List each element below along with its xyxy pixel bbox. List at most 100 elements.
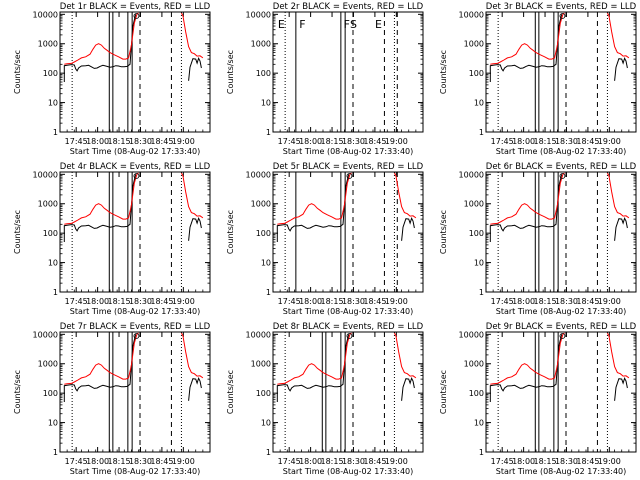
series-line-lld: [277, 332, 352, 385]
panel-title: Det 9r BLACK = Events, RED = LLD: [486, 322, 637, 332]
x-tick-label: 18:00: [299, 457, 322, 466]
series-line-lld: [64, 12, 139, 65]
panel-title: Det 7r BLACK = Events, RED = LLD: [60, 322, 211, 332]
x-tick-label: 19:00: [385, 457, 408, 466]
plot-frame: [272, 11, 424, 133]
x-tick-label: 18:00: [86, 297, 109, 306]
panel-title: Det 8r BLACK = Events, RED = LLD: [273, 322, 424, 332]
saturation-marker: [133, 13, 140, 19]
x-tick-label: 18:30: [555, 457, 578, 466]
y-tick-label: 10000: [246, 170, 271, 179]
y-tick-label: 100: [469, 69, 484, 78]
x-tick-label: 17:45: [491, 297, 514, 306]
y-tick-label: 1000: [38, 40, 58, 49]
x-tick-label: 18:45: [576, 297, 599, 306]
y-tick-label: 10000: [33, 10, 58, 19]
x-tick-label: 18:15: [321, 297, 344, 306]
plot-frame: [485, 11, 637, 133]
y-tick-label: 1: [53, 448, 58, 457]
y-axis-label: Counts/sec: [439, 370, 448, 414]
series-line-events: [401, 216, 415, 241]
y-tick-label: 10: [261, 99, 271, 108]
detector-panel-4: Det 4r BLACK = Events, RED = LLD 1 10 100 10…: [13, 162, 211, 316]
x-tick-label: 18:30: [555, 297, 578, 306]
x-tick-label: 18:45: [363, 297, 386, 306]
panel-title: Det 5r BLACK = Events, RED = LLD: [273, 162, 424, 172]
y-tick-label: 10: [48, 99, 58, 108]
y-tick-label: 1: [479, 288, 484, 297]
series-line-lld: [180, 12, 204, 59]
y-tick-label: 1: [266, 448, 271, 457]
flare-label: E: [278, 18, 285, 31]
y-tick-label: 100: [43, 389, 58, 398]
x-tick-label: 19:00: [598, 297, 621, 306]
x-tick-label: 18:45: [576, 137, 599, 146]
plot-frame: [272, 331, 424, 453]
series-line-events: [489, 334, 563, 402]
detector-panel-5: Det 5r BLACK = Events, RED = LLD 1 10 100 10…: [226, 162, 424, 316]
y-tick-label: 1: [479, 448, 484, 457]
y-tick-label: 10: [474, 259, 484, 268]
y-axis-label: Counts/sec: [226, 50, 235, 94]
y-tick-label: 1: [53, 288, 58, 297]
series-line-lld: [393, 332, 417, 379]
series-line-lld: [490, 172, 565, 225]
y-tick-label: 10000: [246, 330, 271, 339]
y-tick-label: 10000: [459, 170, 484, 179]
x-tick-label: 18:45: [363, 457, 386, 466]
y-tick-label: 1000: [464, 200, 484, 209]
x-tick-label: 17:45: [278, 137, 301, 146]
x-tick-label: 17:45: [491, 457, 514, 466]
plot-frame: [485, 331, 637, 453]
x-axis-label: Start Time (08-Aug-02 17:33:40): [70, 147, 201, 156]
x-axis-label: Start Time (08-Aug-02 17:33:40): [283, 307, 414, 316]
series-line-events: [276, 174, 350, 242]
y-axis-label: Counts/sec: [439, 210, 448, 254]
x-tick-label: 18:15: [321, 137, 344, 146]
series-line-events: [188, 56, 202, 81]
y-tick-label: 10000: [459, 330, 484, 339]
flare-label: F: [299, 18, 305, 31]
x-tick-label: 18:45: [576, 457, 599, 466]
x-tick-label: 19:00: [385, 137, 408, 146]
y-tick-label: 10: [48, 259, 58, 268]
x-axis-label: Start Time (08-Aug-02 17:33:40): [70, 307, 201, 316]
x-tick-label: 17:45: [491, 137, 514, 146]
y-tick-label: 1000: [251, 360, 271, 369]
panel-title: Det 2r BLACK = Events, RED = LLD: [273, 2, 424, 12]
series-line-lld: [490, 12, 565, 65]
detector-panel-1: Det 1r BLACK = Events, RED = LLD 1 10 100 10…: [13, 2, 211, 156]
series-line-events: [401, 376, 415, 401]
x-axis-label: Start Time (08-Aug-02 17:33:40): [283, 147, 414, 156]
x-tick-label: 18:30: [129, 297, 152, 306]
plot-frame: [485, 171, 637, 293]
series-line-lld: [64, 172, 139, 225]
x-tick-label: 18:30: [129, 457, 152, 466]
x-tick-label: 18:30: [342, 457, 365, 466]
series-line-lld: [277, 172, 352, 225]
series-line-events: [614, 56, 628, 81]
series-line-events: [489, 14, 563, 82]
y-tick-label: 10: [48, 419, 58, 428]
y-tick-label: 10000: [33, 170, 58, 179]
y-tick-label: 10: [261, 419, 271, 428]
y-tick-label: 100: [469, 229, 484, 238]
series-line-lld: [64, 332, 139, 385]
series-line-events: [63, 174, 137, 242]
x-tick-label: 18:15: [108, 457, 131, 466]
series-line-lld: [180, 172, 204, 219]
y-tick-label: 100: [256, 229, 271, 238]
y-axis-label: Counts/sec: [226, 370, 235, 414]
x-tick-label: 19:00: [172, 297, 195, 306]
x-tick-label: 18:30: [342, 137, 365, 146]
x-tick-label: 17:45: [65, 137, 88, 146]
x-tick-label: 18:45: [150, 457, 173, 466]
y-tick-label: 100: [43, 69, 58, 78]
y-axis-label: Counts/sec: [13, 50, 22, 94]
x-tick-label: 18:45: [150, 137, 173, 146]
y-tick-label: 1: [266, 128, 271, 137]
series-line-lld: [606, 332, 630, 379]
saturation-marker: [346, 333, 353, 339]
panel-title: Det 4r BLACK = Events, RED = LLD: [60, 162, 211, 172]
